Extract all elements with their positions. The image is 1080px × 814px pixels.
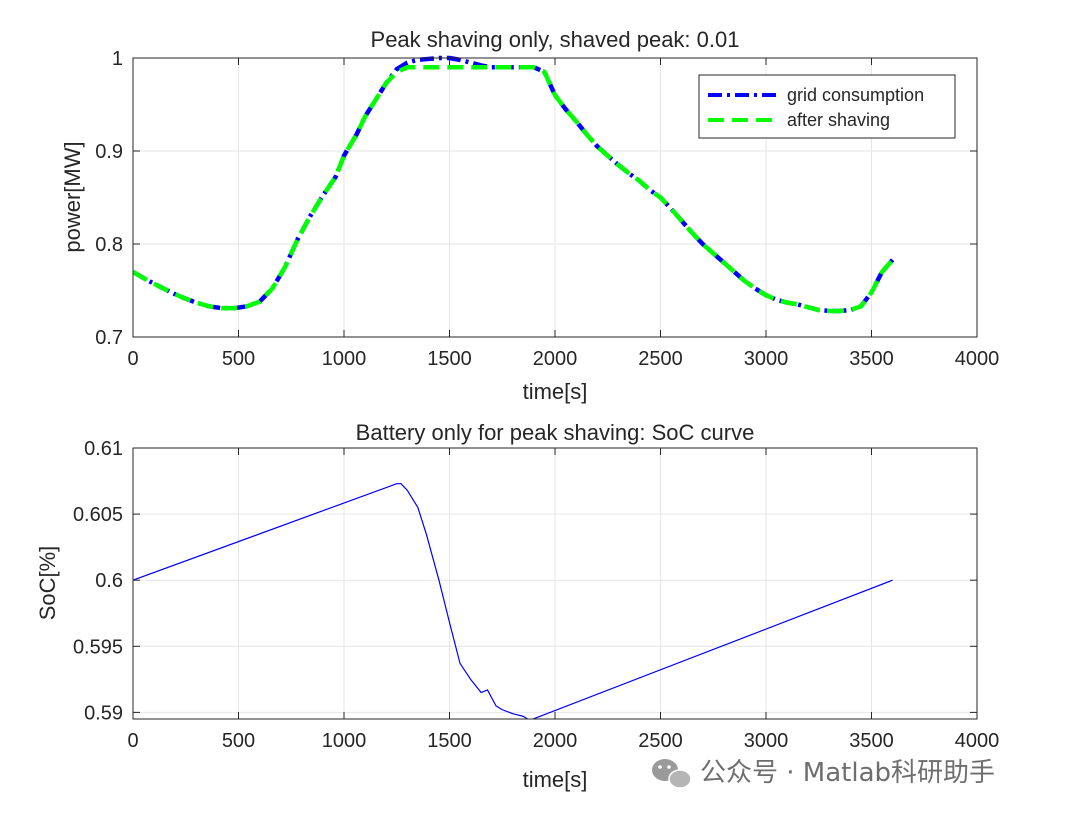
- bottom-x-tick-label: 500: [222, 730, 255, 752]
- top-x-tick-label: 4000: [955, 348, 1000, 370]
- bottom-series-soc: [133, 483, 893, 719]
- watermark-text: 公众号 · Matlab科研助手: [700, 758, 995, 788]
- bottom-y-tick-label: 0.6: [95, 570, 123, 592]
- bottom-series: [133, 483, 893, 719]
- top-y-tick-label: 0.9: [95, 141, 123, 163]
- top-x-tick-label: 3500: [849, 348, 894, 370]
- bottom-ticks: 0 500 1000 1500 2000 2500 3000 3500 4000 0.59 0.59…: [73, 438, 999, 752]
- top-y-tick-label: 0.7: [95, 327, 123, 349]
- bottom-y-axis-label: SoC[%]: [35, 546, 60, 621]
- top-y-axis-label: power[MW]: [60, 141, 85, 252]
- wechat-icon: [652, 759, 692, 789]
- bottom-y-tick-label: 0.595: [73, 636, 123, 658]
- bottom-x-tick-label: 2500: [638, 730, 683, 752]
- bottom-axes: 0 500 1000 1500 2000 2500 3000 3500 4000 0.59 0.59…: [35, 420, 999, 792]
- bottom-x-tick-label: 2000: [533, 730, 578, 752]
- top-axes: 0 500 1000 1500 2000 2500 3000 3500 4000 0.7 0.8 0.…: [60, 27, 999, 404]
- top-x-tick-label: 2000: [533, 348, 578, 370]
- top-x-tick-label: 3000: [744, 348, 789, 370]
- top-x-tick-label: 1500: [427, 348, 472, 370]
- legend-label-grid-consumption: grid consumption: [787, 85, 924, 105]
- top-x-tick-label: 500: [222, 348, 255, 370]
- top-series-after-shaving: [133, 65, 895, 314]
- bottom-chart-title: Battery only for peak shaving: SoC curve: [356, 420, 755, 445]
- bottom-x-tick-label: 4000: [955, 730, 1000, 752]
- top-y-tick-label: 0.8: [95, 234, 123, 256]
- top-chart-title: Peak shaving only, shaved peak: 0.01: [371, 27, 740, 52]
- bottom-x-axis-label: time[s]: [523, 767, 588, 792]
- top-x-tick-label: 2500: [638, 348, 683, 370]
- bottom-x-tick-label: 0: [127, 730, 138, 752]
- top-ticks: 0 500 1000 1500 2000 2500 3000 3500 4000 0.7 0.8 0.…: [95, 48, 999, 370]
- top-x-axis-label: time[s]: [523, 379, 588, 404]
- top-x-tick-label: 0: [127, 348, 138, 370]
- bottom-x-tick-label: 1000: [322, 730, 367, 752]
- top-series: [133, 55, 895, 314]
- top-y-tick-label: 1: [112, 48, 123, 70]
- legend: grid consumption after shaving: [698, 74, 956, 139]
- legend-box: [698, 74, 956, 139]
- bottom-x-tick-label: 1500: [427, 730, 472, 752]
- bottom-x-tick-label: 3500: [849, 730, 894, 752]
- top-x-tick-label: 1000: [322, 348, 367, 370]
- bottom-x-tick-label: 3000: [744, 730, 789, 752]
- legend-label-after-shaving: after shaving: [787, 110, 890, 130]
- bottom-y-tick-label: 0.59: [84, 702, 123, 724]
- bottom-y-tick-label: 0.605: [73, 504, 123, 526]
- watermark: 公众号 · Matlab科研助手: [652, 758, 995, 789]
- bottom-y-tick-label: 0.61: [84, 438, 123, 460]
